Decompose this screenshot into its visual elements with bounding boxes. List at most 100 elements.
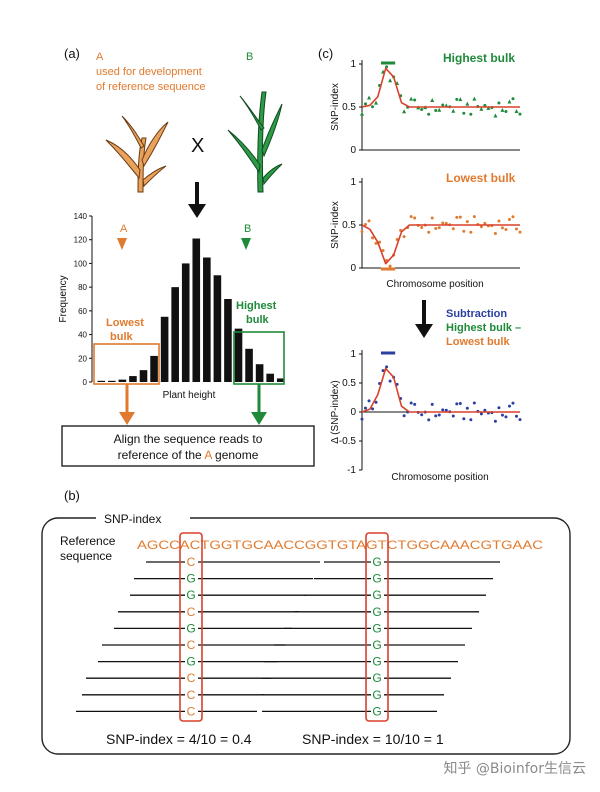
hist-b-letter: B: [244, 223, 251, 235]
read-base-2: G: [372, 588, 381, 602]
plot-point: [462, 417, 466, 421]
plot-point: [360, 111, 364, 116]
plot-y-label: SNP-index: [330, 83, 341, 131]
align-text-1: Align the sequence reads to: [114, 432, 263, 446]
hist-x-label: Plant height: [163, 390, 216, 401]
snp-column-2-box: [365, 532, 389, 722]
plot-point: [472, 401, 476, 405]
plot-point: [367, 95, 372, 100]
snp-index-title: SNP-index: [104, 512, 161, 526]
hist-bar: [266, 373, 274, 382]
plot-point: [497, 219, 501, 223]
read-base-1: G: [186, 588, 195, 602]
plot-point: [504, 110, 508, 114]
plot-point: [374, 400, 378, 404]
plot-point: [451, 108, 456, 113]
plot3-xlabel: Chromosome position: [391, 472, 488, 483]
read-base-1: G: [186, 621, 195, 635]
aligned-reads: C GG GG GC GG GC GG GC GC GC G: [76, 555, 500, 718]
hist-bar: [234, 328, 243, 382]
read-base-2: G: [372, 655, 381, 669]
panel-a-label: (a): [64, 46, 80, 61]
plot-point: [462, 229, 466, 233]
plot-point: [420, 226, 424, 230]
plot-y-tick-label: 0.5: [342, 102, 356, 113]
plot-fit-line: [361, 367, 520, 413]
plot-point: [402, 235, 406, 239]
plot-point: [500, 226, 504, 230]
plot-y-tick-label: 0.5: [342, 378, 356, 389]
plot-point: [493, 419, 497, 423]
plot-point: [434, 414, 438, 418]
plot-point: [409, 96, 414, 101]
plot-point: [514, 414, 518, 418]
plot-point: [458, 97, 463, 102]
plot-point: [371, 236, 375, 240]
parent-a-desc-1: used for development: [96, 66, 202, 78]
plot-point: [504, 228, 508, 232]
plot-point: [507, 404, 511, 408]
hist-bar: [213, 275, 222, 382]
read-base-1: C: [187, 671, 196, 685]
lowest-bulk-arrow: [119, 384, 135, 425]
plot-point: [518, 230, 522, 234]
plot-point: [402, 109, 407, 114]
plot-point: [374, 241, 378, 245]
plot-point: [364, 223, 368, 227]
snp-index-frame: [41, 517, 571, 755]
plot-point: [511, 215, 515, 219]
plot-point: [371, 105, 375, 109]
plot-point: [504, 415, 508, 419]
hist-y-tick-label: 120: [74, 236, 88, 245]
read-base-2: G: [372, 621, 381, 635]
plot-point: [413, 98, 417, 102]
hist-y-tick-label: 60: [78, 307, 87, 316]
read-base-1: C: [187, 638, 196, 652]
plot-point: [385, 365, 389, 369]
plot-point: [518, 112, 522, 116]
plot-point: [465, 406, 469, 410]
height-histogram: 0 20 40 60 80 100 120 140 Frequency Plant height: [58, 212, 285, 401]
plot-y-tick-label: 1: [350, 349, 356, 360]
parent-b-letter: B: [246, 51, 253, 63]
plot-point: [388, 78, 393, 83]
plot-point: [360, 230, 364, 234]
plot-point: [497, 406, 501, 410]
plot-y-tick-label: 0.5: [342, 220, 356, 231]
plot2-xlabel: Chromosome position: [386, 279, 483, 290]
plot-point: [413, 402, 417, 406]
highest-bulk-snp-plot: 0 0.5 1 SNP-index: [330, 59, 522, 156]
snp-index-result-1: SNP-index = 4/10 = 0.4: [106, 731, 252, 747]
reference-label-2: sequence: [60, 549, 112, 563]
plot-point: [364, 406, 368, 410]
plot-point: [469, 112, 473, 116]
plot-y-label: SNP-index: [330, 201, 341, 249]
highest-bulk-arrow: [251, 384, 267, 425]
lowest-bulk-snp-plot: 0 0.5 1 SNP-index: [330, 177, 522, 274]
plot-point: [500, 107, 505, 112]
hist-y-tick-label: 100: [74, 259, 88, 268]
plot-point: [381, 248, 385, 252]
plot-point: [451, 414, 455, 418]
hist-b-marker: [241, 238, 251, 250]
plot-point: [462, 111, 466, 115]
highest-bulk-label-2: bulk: [246, 314, 269, 326]
plot-y-tick-label: 0: [350, 407, 356, 418]
read-base-1: C: [187, 688, 196, 702]
plot-point: [511, 97, 515, 101]
plot-point: [367, 399, 371, 403]
hist-bar: [118, 379, 127, 382]
snp-index-result-2: SNP-index = 10/10 = 1: [302, 731, 444, 747]
plot-point: [441, 408, 445, 412]
plot-y-tick-label: -0.5: [339, 436, 357, 447]
plot-point: [427, 112, 431, 116]
read-base-2: G: [372, 555, 381, 569]
snp-column-1-box: [179, 532, 203, 722]
highest-bulk-label-1: Highest: [236, 300, 277, 312]
plot-point: [451, 227, 455, 231]
plot-point: [469, 418, 473, 422]
read-base-1: C: [187, 704, 196, 718]
reference-sequence: AGCCACTGGTGCAACCGGTGTAGTCTGGCAAACGTGAAC: [137, 538, 543, 552]
plot-point: [371, 407, 375, 411]
hist-a-marker: [117, 238, 127, 250]
